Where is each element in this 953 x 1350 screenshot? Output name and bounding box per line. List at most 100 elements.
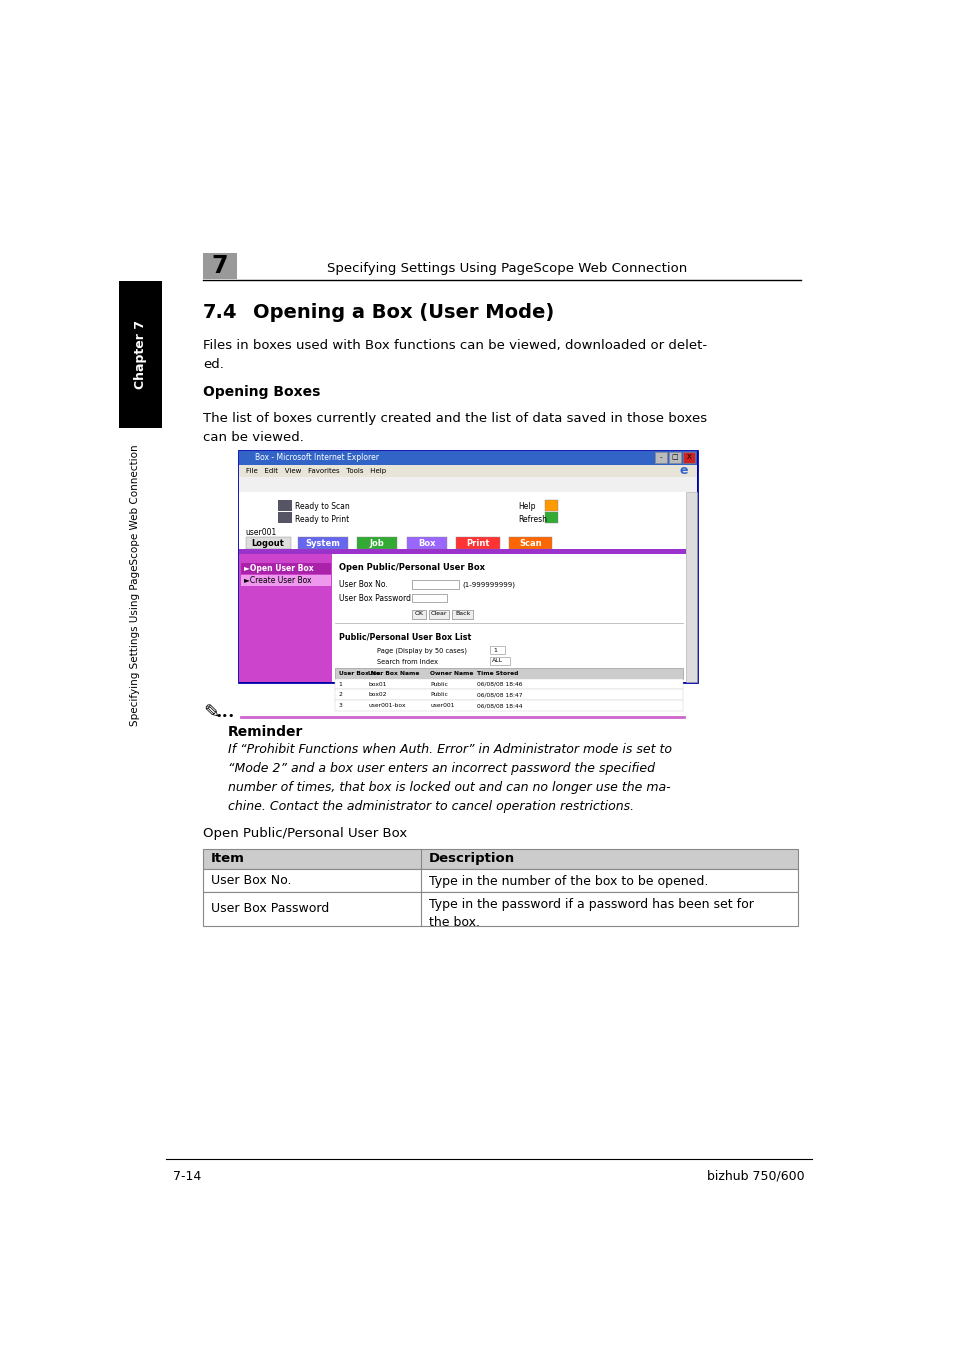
Bar <box>239 549 685 553</box>
Bar <box>412 594 447 602</box>
Bar <box>489 657 509 664</box>
Text: The list of boxes currently created and the list of data saved in those boxes
ca: The list of boxes currently created and … <box>203 412 706 444</box>
Bar <box>456 537 499 549</box>
Text: Files in boxes used with Box functions can be viewed, downloaded or delet-
ed.: Files in boxes used with Box functions c… <box>203 339 706 371</box>
Bar <box>685 493 696 682</box>
Text: 1: 1 <box>493 648 497 652</box>
Text: File   Edit   View   Favorites   Tools   Help: File Edit View Favorites Tools Help <box>245 467 385 474</box>
Text: Refresh: Refresh <box>517 514 547 524</box>
Bar <box>356 537 397 549</box>
Text: Logout: Logout <box>252 539 284 548</box>
Text: Owner Name: Owner Name <box>430 671 473 676</box>
Bar <box>429 610 449 618</box>
Text: 7.4: 7.4 <box>203 304 237 323</box>
Bar <box>278 500 292 510</box>
Text: 1: 1 <box>338 682 342 687</box>
Bar <box>335 701 682 711</box>
Text: Item: Item <box>211 852 244 865</box>
Text: 7-14: 7-14 <box>173 1169 201 1183</box>
Bar <box>412 610 426 618</box>
Text: OK: OK <box>415 612 423 617</box>
Text: e: e <box>679 464 688 478</box>
Bar <box>298 537 348 549</box>
Text: User Box No.: User Box No. <box>211 873 291 887</box>
Bar <box>335 668 682 679</box>
Bar <box>203 849 798 869</box>
Bar <box>545 513 558 524</box>
Bar <box>335 679 682 690</box>
Text: 06/08/08 18:46: 06/08/08 18:46 <box>476 682 521 687</box>
Text: ►Open User Box: ►Open User Box <box>244 564 314 572</box>
Text: Job: Job <box>370 539 384 548</box>
Bar <box>239 451 696 464</box>
Text: 2: 2 <box>338 693 342 698</box>
Bar <box>412 580 458 589</box>
Text: ✎: ✎ <box>203 703 219 722</box>
Text: Open Public/Personal User Box: Open Public/Personal User Box <box>203 828 407 840</box>
Text: Chapter 7: Chapter 7 <box>134 320 147 389</box>
Text: Open Public/Personal User Box: Open Public/Personal User Box <box>338 563 484 572</box>
Bar <box>119 281 162 428</box>
Text: Opening a Box (User Mode): Opening a Box (User Mode) <box>253 304 554 323</box>
Text: Page (Display by 50 cases): Page (Display by 50 cases) <box>377 648 467 655</box>
Text: User Box No.: User Box No. <box>338 671 381 676</box>
Bar <box>239 477 696 493</box>
Text: •••: ••• <box>215 710 234 721</box>
Bar <box>406 537 447 549</box>
Bar <box>509 537 552 549</box>
Text: Print: Print <box>466 539 489 548</box>
Text: Time Stored: Time Stored <box>476 671 517 676</box>
Text: Public: Public <box>430 693 447 698</box>
Text: Back: Back <box>455 612 470 617</box>
Text: Public: Public <box>430 682 447 687</box>
Text: Public/Personal User Box List: Public/Personal User Box List <box>338 633 471 641</box>
Bar <box>239 464 696 477</box>
Text: Reminder: Reminder <box>228 725 303 738</box>
Text: Clear: Clear <box>431 612 447 617</box>
Text: user001-box: user001-box <box>368 703 405 709</box>
Bar <box>682 452 695 463</box>
Text: Ready to Print: Ready to Print <box>294 514 349 524</box>
Text: user001: user001 <box>430 703 454 709</box>
Bar <box>203 869 798 892</box>
Text: User Box Password: User Box Password <box>211 902 329 915</box>
Text: ►Create User Box: ►Create User Box <box>244 576 312 586</box>
Text: user001: user001 <box>245 528 276 537</box>
Text: -: - <box>659 454 661 460</box>
Bar <box>241 575 331 586</box>
Bar <box>335 690 682 701</box>
Text: User Box Name: User Box Name <box>368 671 419 676</box>
Text: (1-999999999): (1-999999999) <box>462 582 515 589</box>
Text: Specifying Settings Using PageScope Web Connection: Specifying Settings Using PageScope Web … <box>130 444 139 726</box>
Text: Type in the number of the box to be opened.: Type in the number of the box to be open… <box>429 875 708 888</box>
Text: Search from Index: Search from Index <box>377 659 437 664</box>
Text: Ready to Scan: Ready to Scan <box>294 502 350 512</box>
Bar <box>545 500 558 510</box>
Text: Opening Boxes: Opening Boxes <box>203 385 320 400</box>
Bar <box>673 464 695 477</box>
Bar <box>245 537 291 549</box>
Text: Help: Help <box>517 502 536 512</box>
Text: Box: Box <box>417 539 436 548</box>
Text: 3: 3 <box>338 703 342 709</box>
Text: X: X <box>686 454 691 460</box>
Bar <box>203 892 798 926</box>
Text: Type in the password if a password has been set for
the box.: Type in the password if a password has b… <box>429 898 753 929</box>
Bar <box>654 452 666 463</box>
Bar <box>452 610 472 618</box>
Text: 06/08/08 18:47: 06/08/08 18:47 <box>476 693 521 698</box>
Text: User Box No.: User Box No. <box>338 580 387 589</box>
Text: Description: Description <box>429 852 515 865</box>
Text: □: □ <box>671 454 678 460</box>
Text: ALL: ALL <box>492 659 503 663</box>
Text: Specifying Settings Using PageScope Web Connection: Specifying Settings Using PageScope Web … <box>326 262 686 275</box>
Text: If “Prohibit Functions when Auth. Error” in Administrator mode is set to
“Mode 2: If “Prohibit Functions when Auth. Error”… <box>228 743 671 813</box>
Bar <box>668 452 680 463</box>
Bar <box>489 647 505 653</box>
Text: Box - Microsoft Internet Explorer: Box - Microsoft Internet Explorer <box>254 454 378 462</box>
Bar <box>278 513 292 524</box>
Text: 7: 7 <box>212 254 228 278</box>
Text: User Box Password: User Box Password <box>338 594 410 603</box>
Bar <box>239 554 332 682</box>
Text: Scan: Scan <box>519 539 541 548</box>
